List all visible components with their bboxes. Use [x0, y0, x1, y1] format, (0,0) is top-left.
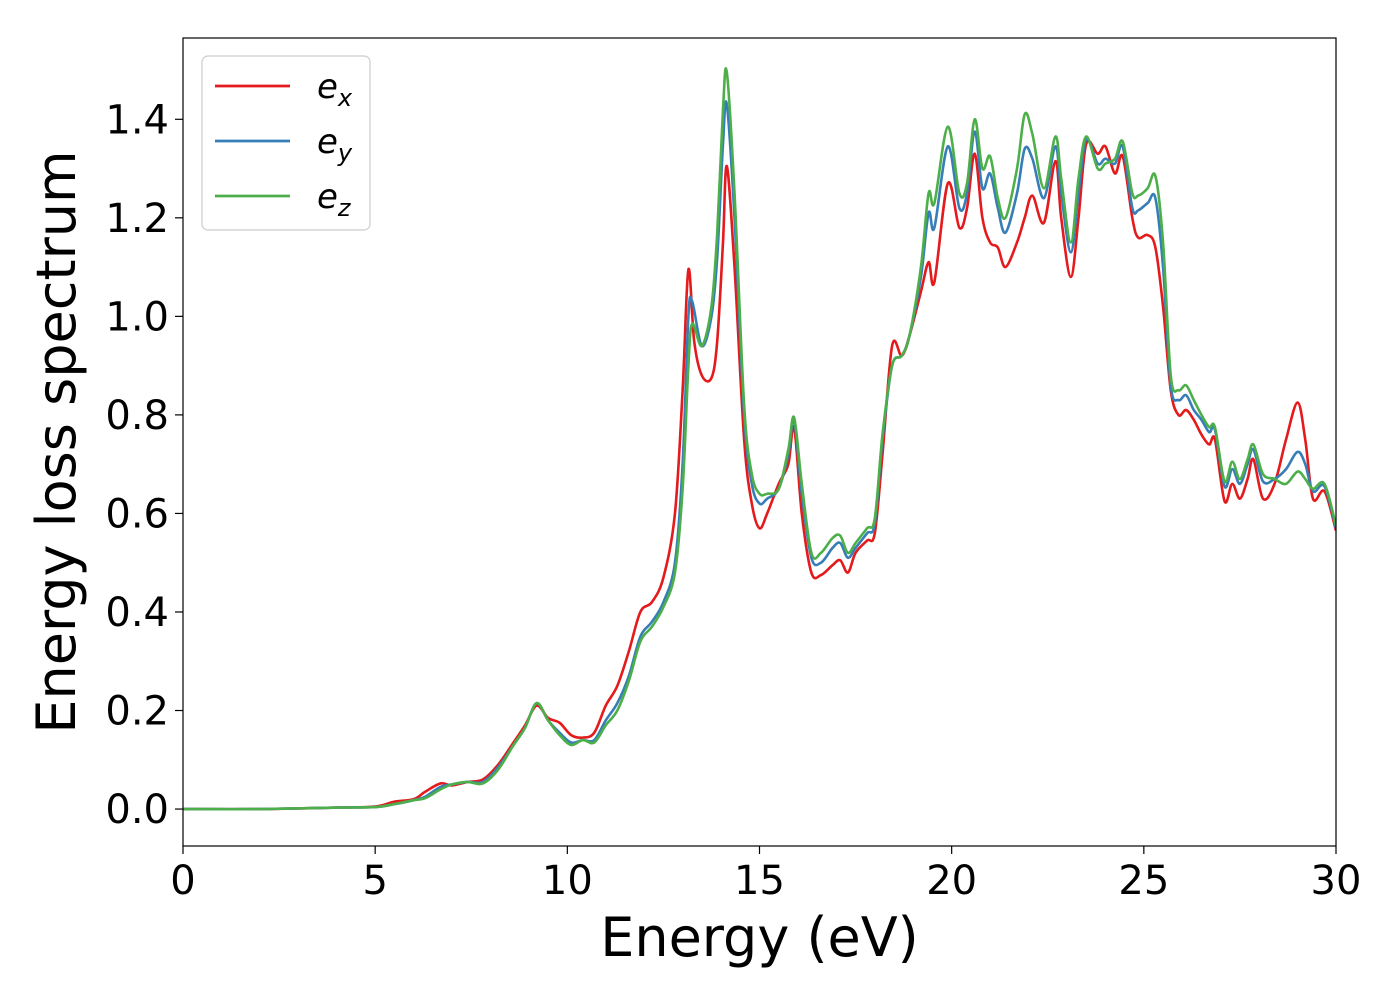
x-tick-label: 25 [1118, 858, 1169, 904]
x-tick-label: 5 [362, 858, 387, 904]
y-axis: 0.0 0.2 0.4 0.6 0.8 1.0 1.2 1.4 [105, 97, 183, 833]
x-tick-label: 30 [1311, 858, 1362, 904]
y-tick-label: 1.0 [105, 294, 169, 340]
x-axis: 0 5 10 15 20 25 30 [170, 846, 1361, 904]
legend-box [201, 55, 371, 231]
series-line-ex [183, 139, 1336, 811]
y-tick-label: 0.6 [105, 491, 169, 537]
y-tick-label: 0.8 [105, 393, 169, 439]
y-axis-label: Energy loss spectrum [25, 150, 88, 733]
series-layer [183, 67, 1336, 811]
x-tick-label: 20 [926, 858, 977, 904]
x-tick-label: 0 [170, 858, 195, 904]
y-tick-label: 1.2 [105, 196, 169, 242]
x-tick-label: 15 [734, 858, 785, 904]
y-tick-label: 0.2 [105, 689, 169, 735]
y-tick-label: 0.4 [105, 590, 169, 636]
y-tick-label: 0.0 [105, 787, 169, 833]
x-tick-label: 10 [542, 858, 593, 904]
series-line-ez [183, 67, 1336, 811]
y-tick-label: 1.4 [105, 97, 169, 143]
x-axis-label: Energy (eV) [600, 906, 919, 969]
